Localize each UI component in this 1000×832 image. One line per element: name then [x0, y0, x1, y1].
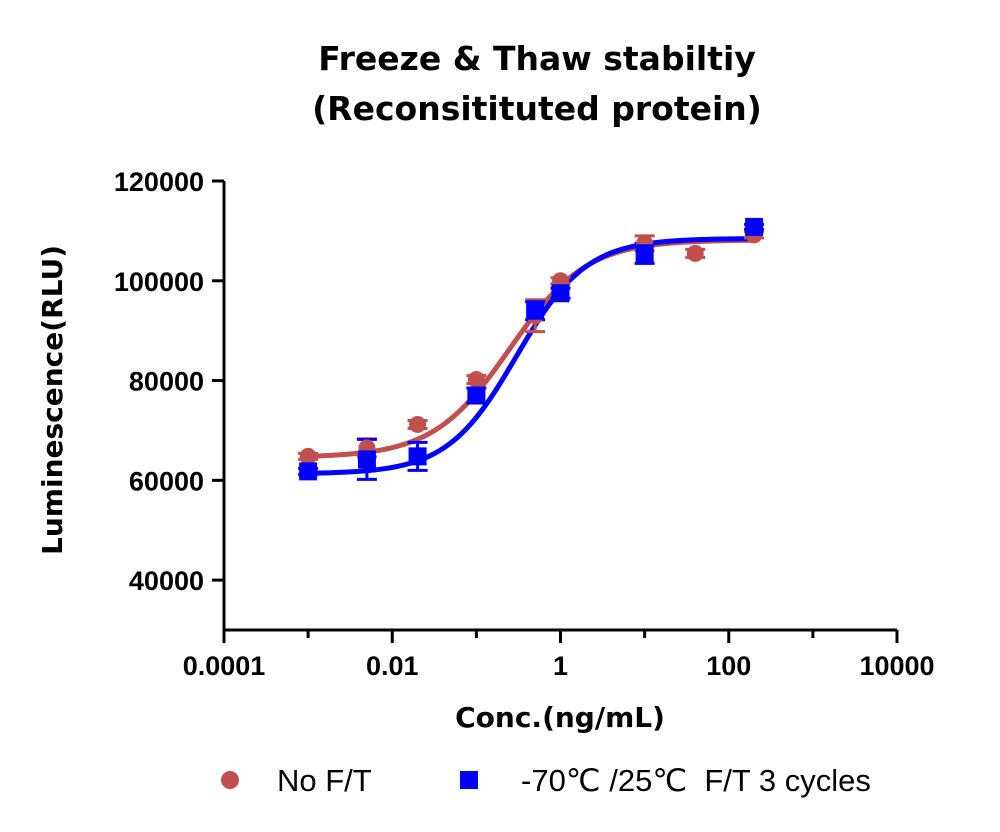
data-point-circle: [299, 447, 317, 465]
data-point-square: [408, 447, 427, 466]
legend: No F/T -70℃ /25℃ F/T 3 cycles: [221, 763, 871, 798]
data-point-circle: [686, 244, 704, 262]
chart-title-line-2: (Reconsitituted protein): [312, 89, 762, 128]
legend-marker-circle: [221, 771, 239, 789]
data-point-square: [299, 462, 318, 481]
x-axis-title: Conc.(ng/mL): [455, 701, 665, 734]
data-point-square: [526, 301, 545, 320]
y-tick-label: 120000: [114, 167, 204, 197]
y-ticks: 40000 60000 80000 100000 120000: [114, 167, 224, 596]
x-tick-label: 10000: [859, 651, 934, 681]
chart-title: Freeze & Thaw stabiltiy (Reconsitituted …: [312, 39, 762, 128]
axes: [222, 181, 897, 632]
data-point-square: [635, 244, 654, 263]
chart-title-line-1: Freeze & Thaw stabiltiy: [318, 39, 756, 78]
legend-item-ft-3-cycles: -70℃ /25℃ F/T 3 cycles: [460, 763, 871, 798]
data-point-square: [467, 386, 486, 405]
x-tick-label: 0.01: [366, 651, 419, 681]
x-ticks: 0.0001 0.01 1 100 10000: [183, 630, 935, 681]
legend-marker-square: [460, 771, 478, 789]
legend-label-ft-3-cycles: -70℃ /25℃ F/T 3 cycles: [521, 763, 871, 798]
data-point-circle: [467, 371, 485, 389]
data-point-square: [357, 450, 376, 469]
legend-item-no-ft: No F/T: [221, 763, 372, 798]
x-tick-label: 100: [706, 651, 751, 681]
x-tick-label: 1: [553, 651, 568, 681]
y-tick-label: 60000: [129, 466, 204, 496]
data-point-square: [745, 217, 764, 236]
fit-curve-no-ft: [308, 237, 755, 459]
y-tick-label: 40000: [129, 566, 204, 596]
data-point-square: [551, 284, 570, 303]
data-point-circle: [409, 415, 427, 433]
legend-label-no-ft: No F/T: [277, 763, 372, 798]
x-tick-label: 0.0001: [183, 651, 266, 681]
y-tick-label: 80000: [129, 367, 204, 397]
y-tick-label: 100000: [114, 267, 204, 297]
y-axis-title: Luminescence(RLU): [36, 245, 69, 555]
data-points: [299, 217, 764, 481]
